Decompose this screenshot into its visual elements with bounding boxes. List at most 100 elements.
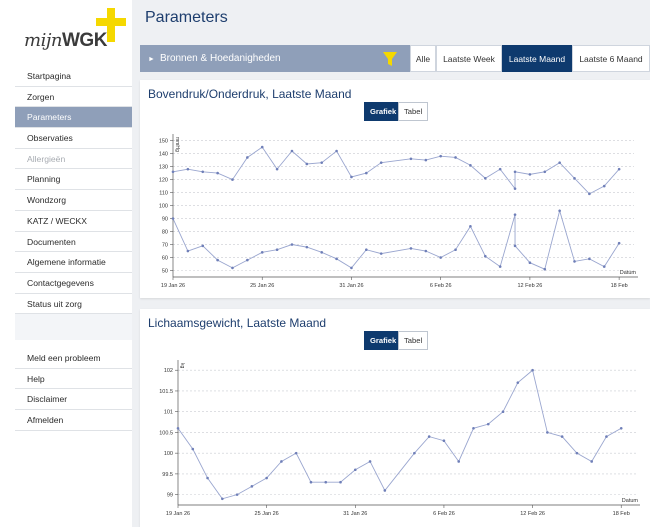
x-tick-label: 31 Jan 26 <box>339 283 363 289</box>
table-toggle-button[interactable]: Tabel <box>398 102 429 121</box>
table-toggle-button[interactable]: Tabel <box>398 331 429 350</box>
data-point <box>216 258 219 262</box>
logo-wordmark-italic: mijn <box>24 30 63 51</box>
data-point <box>290 243 294 246</box>
data-point <box>368 460 372 463</box>
data-point <box>498 167 502 171</box>
data-point <box>602 265 606 268</box>
data-point <box>439 256 442 259</box>
data-point <box>186 167 190 171</box>
data-point <box>454 248 457 252</box>
data-point <box>320 251 324 254</box>
data-point <box>543 170 547 174</box>
y-tick-label: 70 <box>162 243 168 249</box>
data-point <box>424 249 428 253</box>
data-point <box>305 245 309 249</box>
sidebar-footer-meld-een-probleem[interactable]: Meld een probleem <box>15 348 132 369</box>
data-point <box>171 217 175 220</box>
data-point <box>409 247 413 250</box>
data-point <box>353 468 357 472</box>
sidebar-footer-nav: Meld een probleem Help Disclaimer Afmelden <box>15 348 132 431</box>
data-point <box>206 476 209 480</box>
y-tick-label: 140 <box>159 152 168 158</box>
blood-pressure-title: Bovendruk/Onderdruk, Laatste Maand <box>148 87 352 101</box>
y-tick-label: 100 <box>164 451 173 457</box>
blood-pressure-chart: 50 60 70 80 90 100 110 120 130 140 150 mmHg 19 Jan 2… <box>159 134 638 289</box>
data-point <box>265 476 268 480</box>
data-point <box>605 435 608 438</box>
data-point <box>201 170 205 174</box>
data-point <box>546 431 549 434</box>
y-tick-label: 130 <box>159 165 168 171</box>
data-point <box>469 163 472 167</box>
period-laatste-maand[interactable]: Laatste Maand <box>502 45 572 72</box>
data-point <box>528 173 532 176</box>
y-tick-label: 120 <box>159 178 168 184</box>
sidebar-item-parameters[interactable]: Parameters <box>15 107 132 129</box>
sources-toggle[interactable]: ► Bronnen & Hoedanigheden <box>148 45 281 73</box>
y-tick-label: 100 <box>159 204 168 210</box>
data-point <box>409 157 413 161</box>
y-tick-label: 50 <box>162 269 168 275</box>
sidebar-item-observaties[interactable]: Observaties <box>15 128 132 149</box>
blood-pressure-card: Bovendruk/Onderdruk, Laatste Maand Grafi… <box>140 80 650 298</box>
data-point <box>513 244 517 248</box>
data-point <box>260 145 264 149</box>
sidebar-footer-help[interactable]: Help <box>15 369 132 390</box>
data-point <box>250 485 254 488</box>
data-point <box>231 266 234 270</box>
sidebar-item-katz-weckx[interactable]: KATZ / WECKX <box>15 211 132 232</box>
data-point <box>483 176 487 180</box>
data-point <box>573 260 576 263</box>
data-point <box>560 435 564 438</box>
y-tick-label: 60 <box>162 256 168 262</box>
sidebar-footer-disclaimer[interactable]: Disclaimer <box>15 389 132 411</box>
filter-bar: ► Bronnen & Hoedanigheden Alle Laatste Wee… <box>140 45 650 72</box>
data-point <box>290 149 294 153</box>
mijnwgk-logo[interactable]: mijnWGK <box>18 8 128 56</box>
sidebar-nav: Startpagina Zorgen Parameters Observaties Al… <box>15 66 132 315</box>
y-tick-label: 101 <box>164 410 173 416</box>
x-tick-label: 12 Feb 26 <box>518 283 543 289</box>
sidebar-item-allergie-n: Allergieën <box>15 149 132 170</box>
data-point <box>486 422 490 426</box>
data-point <box>413 451 416 455</box>
data-point <box>469 225 472 228</box>
data-point <box>516 381 520 384</box>
sidebar-item-zorgen[interactable]: Zorgen <box>15 87 132 108</box>
sidebar-item-wondzorg[interactable]: Wondzorg <box>15 190 132 211</box>
data-point <box>439 154 442 158</box>
sidebar-item-startpagina[interactable]: Startpagina <box>15 66 132 87</box>
data-point <box>590 460 593 463</box>
data-point <box>305 162 309 166</box>
data-point <box>246 156 249 159</box>
data-point <box>619 426 623 430</box>
body-weight-chart: 99 99.5 100 100.5 101 101.5 102 kg 19 Jan 26 25 J… <box>159 360 640 517</box>
data-point <box>558 161 561 164</box>
data-point <box>617 241 621 245</box>
period-laatste-week[interactable]: Laatste Week <box>436 45 502 72</box>
sidebar-footer-afmelden[interactable]: Afmelden <box>15 410 132 431</box>
sidebar-item-planning[interactable]: Planning <box>15 169 132 191</box>
data-point <box>573 176 576 180</box>
y-tick-label: 99.5 <box>162 472 173 478</box>
x-tick-label: 25 Jan 26 <box>250 283 274 289</box>
sidebar-item-documenten[interactable]: Documenten <box>15 232 132 253</box>
y-axis-label: mmHg <box>174 137 180 152</box>
funnel-icon[interactable] <box>382 51 398 67</box>
data-point <box>186 249 190 253</box>
x-tick-label: 6 Feb 26 <box>430 283 452 289</box>
series-line-0 <box>172 146 620 195</box>
series-line-0 <box>177 369 622 500</box>
sidebar-item-status-uit-zorg[interactable]: Status uit zorg <box>15 294 132 315</box>
sidebar-item-algemene-informatie[interactable]: Algemene informatie <box>15 252 132 273</box>
x-tick-label: 18 Feb <box>611 283 628 289</box>
data-point <box>602 184 606 188</box>
period-alle[interactable]: Alle <box>410 45 436 72</box>
data-point <box>383 489 387 492</box>
sidebar-item-contactgegevens[interactable]: Contactgegevens <box>15 273 132 294</box>
data-point <box>335 149 338 153</box>
period-laatste-6-maand[interactable]: Laatste 6 Maand <box>572 45 650 72</box>
data-point <box>350 266 353 270</box>
